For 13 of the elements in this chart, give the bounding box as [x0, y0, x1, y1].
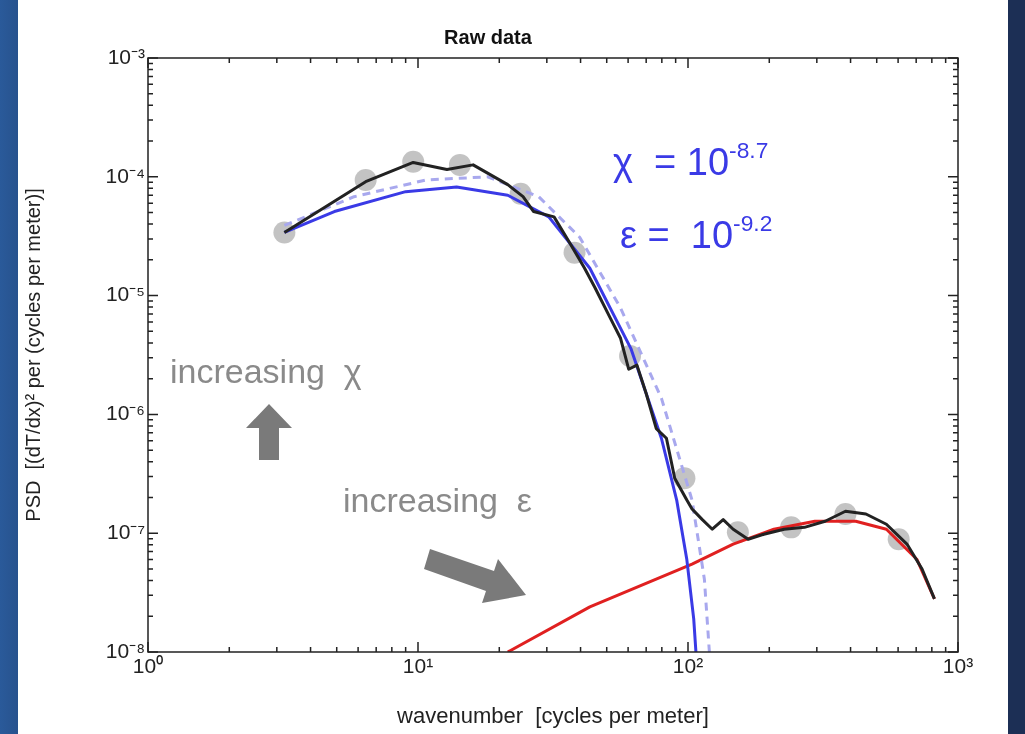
y-tick-label: 10⁻⁴ — [105, 163, 145, 187]
y-axis-title: PSD [(dT/dx)² per (cycles per meter)] — [21, 188, 44, 522]
x-tick-label: 10³ — [942, 654, 974, 678]
x-tick-label: 10² — [672, 654, 704, 678]
chart-title: Raw data — [444, 25, 533, 48]
annotation: increasing ε — [343, 481, 533, 519]
x-tick-label: 10¹ — [402, 654, 434, 678]
y-tick-label: 10⁻⁷ — [107, 520, 145, 543]
annotation: increasing χ — [170, 352, 362, 390]
x-axis-title: wavenumber [cycles per meter] — [396, 702, 709, 728]
y-tick-label: 10⁻⁵ — [105, 282, 145, 306]
y-tick-label: 10⁻⁶ — [105, 401, 145, 425]
y-tick-label: 10⁻³ — [107, 44, 145, 68]
